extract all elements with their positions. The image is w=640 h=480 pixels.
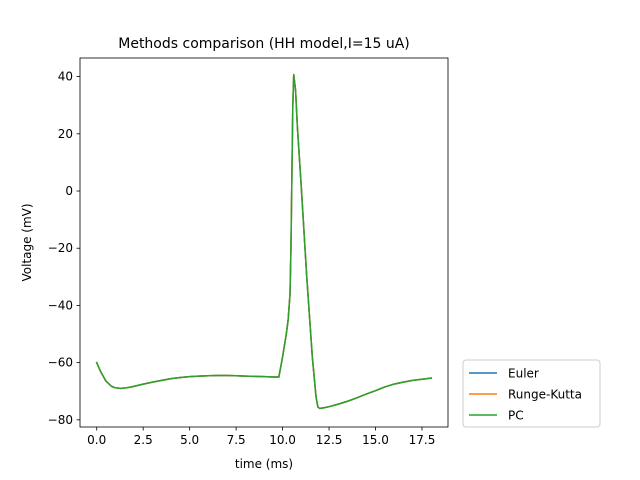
x-axis-label: time (ms)	[235, 457, 293, 471]
y-tick-label: −60	[48, 356, 73, 370]
series-line-pc	[95, 73, 433, 410]
plot-lines	[95, 73, 433, 410]
y-tick-label: −80	[48, 413, 73, 427]
x-tick-label: 5.0	[180, 433, 199, 447]
chart-title: Methods comparison (HH model,I=15 uA)	[118, 36, 410, 52]
x-tick-label: 7.5	[227, 433, 246, 447]
x-tick-label: 2.5	[134, 433, 153, 447]
y-tick-label: 40	[58, 70, 73, 84]
x-tick-label: 12.5	[316, 433, 343, 447]
legend: Euler Runge-Kutta PC	[462, 359, 601, 428]
y-tick-label: 20	[58, 127, 73, 141]
x-axis-ticks: 0.0 2.5 5.0 7.5 10.0 12.5 15.0 17.5	[87, 427, 435, 447]
y-tick-label: −40	[48, 298, 73, 312]
y-axis-label: Voltage (mV)	[20, 203, 34, 281]
legend-label: PC	[508, 409, 524, 423]
x-tick-label: 0.0	[87, 433, 106, 447]
plot-frame	[79, 57, 449, 428]
y-tick-label: 0	[65, 184, 73, 198]
legend-box	[462, 359, 601, 428]
legend-label: Euler	[508, 367, 539, 381]
x-tick-label: 15.0	[362, 433, 389, 447]
x-tick-label: 10.0	[269, 433, 296, 447]
x-tick-label: 17.5	[409, 433, 436, 447]
y-tick-label: −20	[48, 241, 73, 255]
legend-label: Runge-Kutta	[508, 388, 582, 402]
y-axis-ticks: −80 −60 −40 −20 0 20 40	[48, 70, 80, 427]
